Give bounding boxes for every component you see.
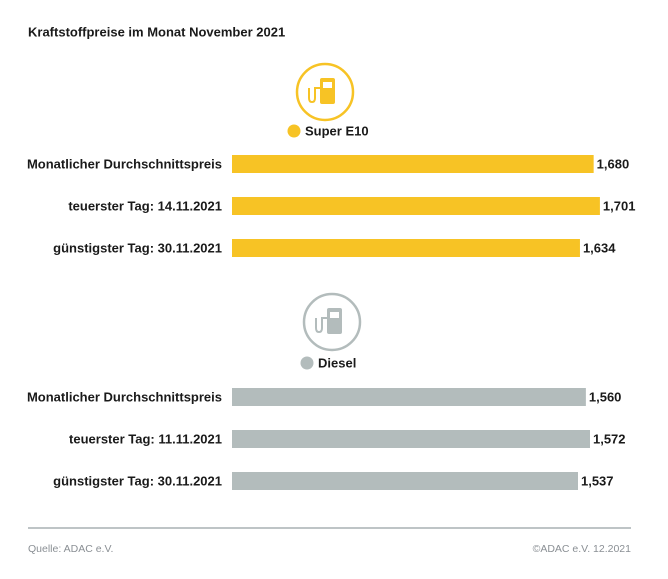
category-label: günstigster Tag: 30.11.2021 <box>53 240 222 255</box>
category-label: teuerster Tag: 14.11.2021 <box>68 198 222 213</box>
category-label: Monatlicher Durchschnittspreis <box>27 156 222 171</box>
source: Quelle: ADAC e.V. <box>28 543 113 555</box>
legend-label: Super E10 <box>305 123 369 138</box>
category-label: Monatlicher Durchschnittspreis <box>27 389 222 404</box>
bar <box>232 430 590 448</box>
value-label: 1,572 <box>593 431 626 446</box>
title: Kraftstoffpreise im Monat November 2021 <box>28 24 285 39</box>
legend-marker <box>287 124 301 138</box>
bar <box>232 155 594 173</box>
category-label: günstigster Tag: 30.11.2021 <box>53 473 222 488</box>
category-label: teuerster Tag: 11.11.2021 <box>69 431 222 446</box>
bar <box>232 472 578 490</box>
bar <box>232 239 580 257</box>
copyright: ©ADAC e.V. 12.2021 <box>533 543 632 555</box>
value-label: 1,680 <box>597 156 630 171</box>
bar <box>232 388 586 406</box>
value-label: 1,701 <box>603 198 636 213</box>
value-label: 1,560 <box>589 389 622 404</box>
legend-label: Diesel <box>318 355 356 370</box>
fuel-icon <box>302 292 362 352</box>
fuel-icon <box>295 62 355 122</box>
legend-marker <box>300 356 314 370</box>
bar <box>232 197 600 215</box>
value-label: 1,537 <box>581 473 614 488</box>
value-label: 1,634 <box>583 240 616 255</box>
